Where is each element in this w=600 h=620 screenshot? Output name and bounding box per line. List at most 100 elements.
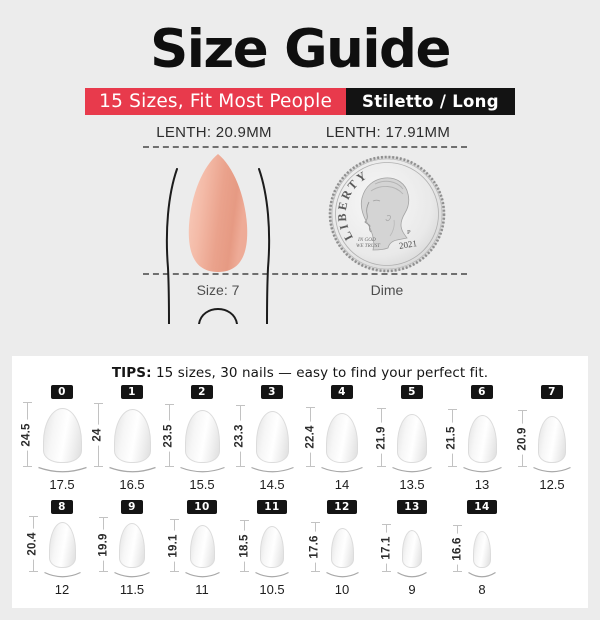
coin-motto-line1: IN GOD — [357, 237, 376, 243]
length-measure: 21.5 — [445, 409, 459, 467]
nail-figure: 17.1 13 9 — [380, 500, 428, 597]
nail-stack: 6 13 — [462, 385, 503, 492]
banner-sizes-label: 15 Sizes, Fit Most People — [85, 88, 347, 116]
nail-stack: 10 11 — [184, 500, 221, 597]
width-value: 12.5 — [539, 477, 565, 492]
length-measure: 17.6 — [308, 522, 322, 572]
nail-box — [330, 520, 354, 568]
nail-figure: 21.9 5 13.5 — [375, 385, 433, 492]
coin-year: 2021 — [398, 239, 417, 252]
length-value: 17.6 — [308, 531, 322, 563]
width-value: 13 — [474, 477, 490, 492]
nail-shape — [184, 410, 220, 463]
nail-stack: 4 14 — [320, 385, 364, 492]
size-cell-8: 20.4 8 12 — [26, 500, 82, 597]
sizes-row-2: 20.4 8 12 19.9 9 11.5 19.1 10 11 18.5 11 10.5 17.6 12… — [12, 500, 588, 597]
nail-stack: 2 15.5 — [179, 385, 226, 492]
length-measure: 22.4 — [304, 407, 317, 467]
nail-stack: 7 12.5 — [532, 385, 572, 492]
length-value: 16.6 — [451, 532, 464, 565]
nail-stack: 12 10 — [325, 500, 360, 597]
nail-shape — [48, 522, 76, 568]
size-cell-5: 21.9 5 13.5 — [375, 385, 433, 492]
width-bracket — [37, 466, 87, 473]
length-value: 20.4 — [26, 528, 40, 560]
page-title: Size Guide — [150, 19, 451, 80]
length-value: 24.5 — [20, 418, 34, 451]
length-measure: 17.1 — [380, 524, 393, 572]
width-bracket — [325, 571, 359, 578]
width-bracket — [533, 466, 571, 473]
nail-shape — [326, 413, 358, 463]
size-badge: 3 — [261, 385, 283, 399]
width-value: 11.5 — [119, 582, 145, 597]
width-value: 10 — [334, 582, 350, 597]
length-value: 20.9 — [516, 422, 529, 455]
length-value: 19.9 — [97, 528, 110, 561]
subtitle-banner: 15 Sizes, Fit Most People Stiletto / Lon… — [0, 88, 600, 116]
nail-figure: 22.4 4 14 — [304, 385, 364, 492]
size-badge: 14 — [467, 500, 497, 514]
size-badge: 6 — [471, 385, 493, 399]
banner-shape-length-label: Stiletto / Long — [346, 88, 515, 116]
length-measure: 24 — [91, 403, 105, 467]
length-measure: 20.4 — [26, 516, 40, 572]
size-cell-9: 19.9 9 11.5 — [97, 500, 151, 597]
size-badge: 10 — [187, 500, 217, 514]
width-value: 16.5 — [119, 477, 145, 492]
nail-box — [255, 405, 289, 463]
length-measure: 18.5 — [238, 520, 251, 572]
tips-text: 15 sizes, 30 nails — easy to find your p… — [151, 365, 489, 381]
length-measure: 19.9 — [97, 517, 110, 572]
width-value: 8 — [478, 582, 486, 597]
width-value: 9 — [408, 582, 416, 597]
nail-stack: 8 12 — [43, 500, 82, 597]
nail-shape — [113, 409, 151, 463]
length-measure: 23.3 — [233, 405, 247, 467]
width-bracket — [392, 466, 432, 473]
tips-label: TIPS: — [111, 365, 152, 381]
size-chart-panel: TIPS: 15 sizes, 30 nails — easy to find … — [12, 356, 588, 608]
size-cell-2: 23.5 2 15.5 — [162, 385, 226, 492]
length-value: 17.1 — [380, 532, 393, 564]
width-bracket — [255, 571, 289, 578]
width-bracket — [397, 571, 427, 578]
nail-box — [326, 405, 358, 463]
length-measure: 20.9 — [516, 410, 529, 467]
length-value: 19.1 — [167, 529, 181, 562]
nail-shape — [538, 416, 566, 463]
nail-box — [119, 520, 145, 568]
width-bracket — [250, 466, 294, 473]
size-cell-13: 17.1 13 9 — [380, 500, 428, 597]
size-cell-1: 24 1 16.5 — [91, 385, 157, 492]
nail-box — [397, 405, 427, 463]
nail-stack: 0 17.5 — [37, 385, 88, 492]
width-value: 12 — [54, 582, 70, 597]
nail-figure: 24 1 16.5 — [91, 385, 157, 492]
length-value: 23.3 — [233, 420, 247, 452]
nail-stack: 9 11.5 — [113, 500, 151, 597]
length-measure: 21.9 — [375, 408, 388, 467]
size-cell-14: 16.6 14 8 — [451, 500, 497, 597]
finger-outline-illustration — [165, 168, 271, 325]
nail-box — [402, 520, 422, 568]
coin-motto-line2: WE TRUST — [356, 243, 381, 249]
nail-figure: 23.3 3 14.5 — [233, 385, 295, 492]
nail-stack: 1 16.5 — [108, 385, 157, 492]
length-value: 18.5 — [238, 530, 251, 562]
coin-mint-mark: P — [407, 229, 411, 236]
nail-stack: 3 14.5 — [250, 385, 295, 492]
width-bracket — [462, 466, 502, 473]
length-value: 23.5 — [162, 419, 176, 452]
nail-figure: 24.5 0 17.5 — [20, 385, 88, 492]
length-measure: 16.6 — [451, 525, 464, 572]
length-value: 24 — [91, 424, 105, 446]
nail-shape — [402, 530, 422, 568]
nail-figure: 20.9 7 12.5 — [516, 385, 572, 492]
nail-shape — [119, 523, 145, 568]
top-dashed-line — [143, 146, 467, 149]
size-badge: 1 — [121, 385, 143, 399]
nail-box — [184, 405, 220, 463]
width-value: 14 — [334, 477, 350, 492]
nail-box — [467, 405, 497, 463]
